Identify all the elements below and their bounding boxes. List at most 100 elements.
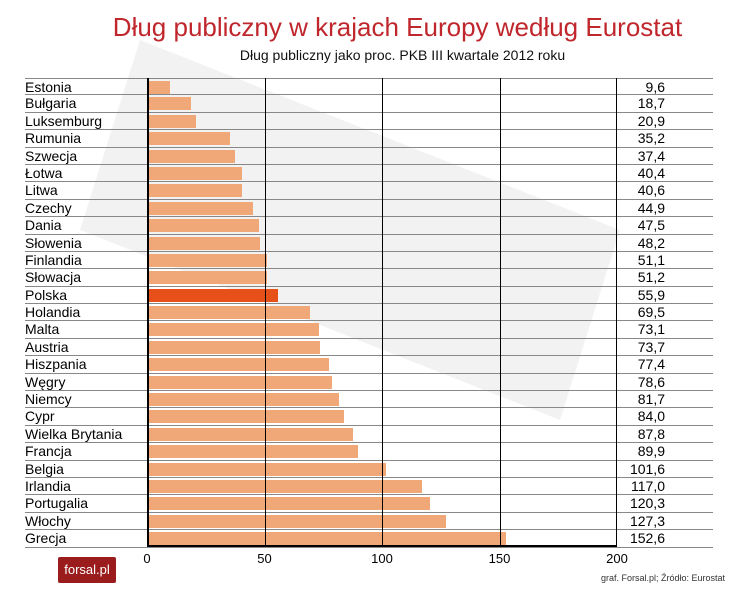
category-label: Rumunia [25,130,82,147]
value-label: 127,3 [629,512,665,529]
category-label: Estonia [25,79,72,95]
chart-subtitle: Dług publiczny jako proc. PKB III kwarta… [239,47,566,63]
table-row: Finlandia 51,1 [25,251,713,270]
bar [147,445,359,459]
value-label: 48,2 [637,234,665,251]
value-label: 9,6 [645,79,665,95]
bar [147,219,259,233]
category-label: Hiszpania [25,356,87,373]
bar [147,532,506,546]
bar [147,497,430,511]
category-label: Austria [25,338,69,355]
category-label: Grecja [25,530,67,547]
value-label: 37,4 [637,147,665,164]
bar [147,236,261,250]
table-row: Czechy 44,9 [25,199,713,218]
bar [147,288,279,302]
category-label: Niemcy [25,391,72,408]
table-row: Bułgaria 18,7 [25,95,713,113]
category-label: Portugalia [25,495,89,512]
table-row: Hiszpania 77,4 [25,356,713,374]
value-label: 51,1 [637,251,665,268]
value-label: 47,5 [637,217,665,234]
table-row: Holandia 69,5 [25,304,713,322]
value-label: 152,6 [629,530,665,547]
value-label: 51,2 [637,269,665,286]
bar [147,410,345,424]
category-label: Szwecja [25,147,78,164]
chart-rows: Estonia 9,6 Bułgaria 18,7 Luksemburg 20,9 Rumu… [25,78,713,548]
table-row: Wielka Brytania 87,8 [25,425,713,444]
table-row: Słowacja 51,2 [25,269,713,287]
bar [147,201,253,215]
table-row: Dania 47,5 [25,217,713,235]
category-label: Dania [25,217,62,234]
value-label: 73,7 [637,338,665,355]
bar [147,114,197,128]
category-label: Łotwa [25,164,63,181]
value-label: 120,3 [629,495,665,512]
bar [147,358,329,372]
bar [147,479,422,493]
bar [147,306,311,320]
value-label: 84,0 [637,408,665,425]
category-label: Węgry [25,373,66,390]
table-row: Słowenia 48,2 [25,235,713,252]
category-label: Irlandia [25,477,71,494]
category-label: Francja [25,443,72,460]
value-label: 101,6 [629,460,665,477]
value-label: 40,6 [637,182,665,199]
value-label: 77,4 [637,356,665,373]
bar [147,81,170,94]
table-row: Irlandia 117,0 [25,477,713,496]
bar [147,514,447,528]
bar [147,340,321,354]
category-label: Holandia [25,304,81,321]
category-label: Polska [25,286,68,303]
bar [147,166,242,180]
category-label: Finlandia [25,251,82,268]
x-tick-label: 100 [371,551,393,566]
category-label: Wielka Brytania [25,425,123,442]
bar [147,462,386,476]
table-row: Polska 55,9 [25,286,713,305]
table-row: Rumunia 35,2 [25,130,713,148]
category-label: Włochy [25,512,71,529]
value-label: 73,1 [637,321,665,338]
table-row: Austria 73,7 [25,338,713,357]
table-row: Grecja 152,6 [25,530,713,548]
table-row: Szwecja 37,4 [25,148,713,165]
table-row: Łotwa 40,4 [25,164,713,183]
category-label: Litwa [25,182,58,199]
table-row: Litwa 40,6 [25,182,713,200]
value-label: 69,5 [637,304,665,321]
value-label: 87,8 [637,425,665,442]
table-row: Cypr 84,0 [25,408,713,426]
category-label: Luksemburg [25,112,103,129]
table-row: Włochy 127,3 [25,512,713,531]
category-label: Cypr [25,408,55,425]
bar [147,427,354,441]
category-label: Czechy [25,199,72,216]
bar [147,97,191,111]
category-label: Bułgaria [25,95,77,112]
value-label: 35,2 [637,130,665,147]
chart-title: Dług publiczny w krajach Europy według E… [112,12,683,42]
table-row: Portugalia 120,3 [25,495,713,513]
table-row: Estonia 9,6 [25,78,713,96]
value-label: 117,0 [631,477,665,494]
value-label: 20,9 [637,112,665,129]
bar [147,149,235,163]
value-label: 89,9 [637,443,665,460]
category-label: Malta [25,321,60,338]
x-tick-label: 0 [143,551,151,566]
table-row: Malta 73,1 [25,321,713,339]
value-label: 40,4 [637,164,665,181]
x-tick-label: 200 [606,551,628,566]
value-label: 44,9 [637,199,665,216]
forsal-logo[interactable]: forsal.pl [58,557,116,583]
table-row: Belgia 101,6 [25,461,713,478]
bar [147,375,332,389]
category-label: Słowacja [25,269,82,286]
category-label: Słowenia [25,234,82,251]
